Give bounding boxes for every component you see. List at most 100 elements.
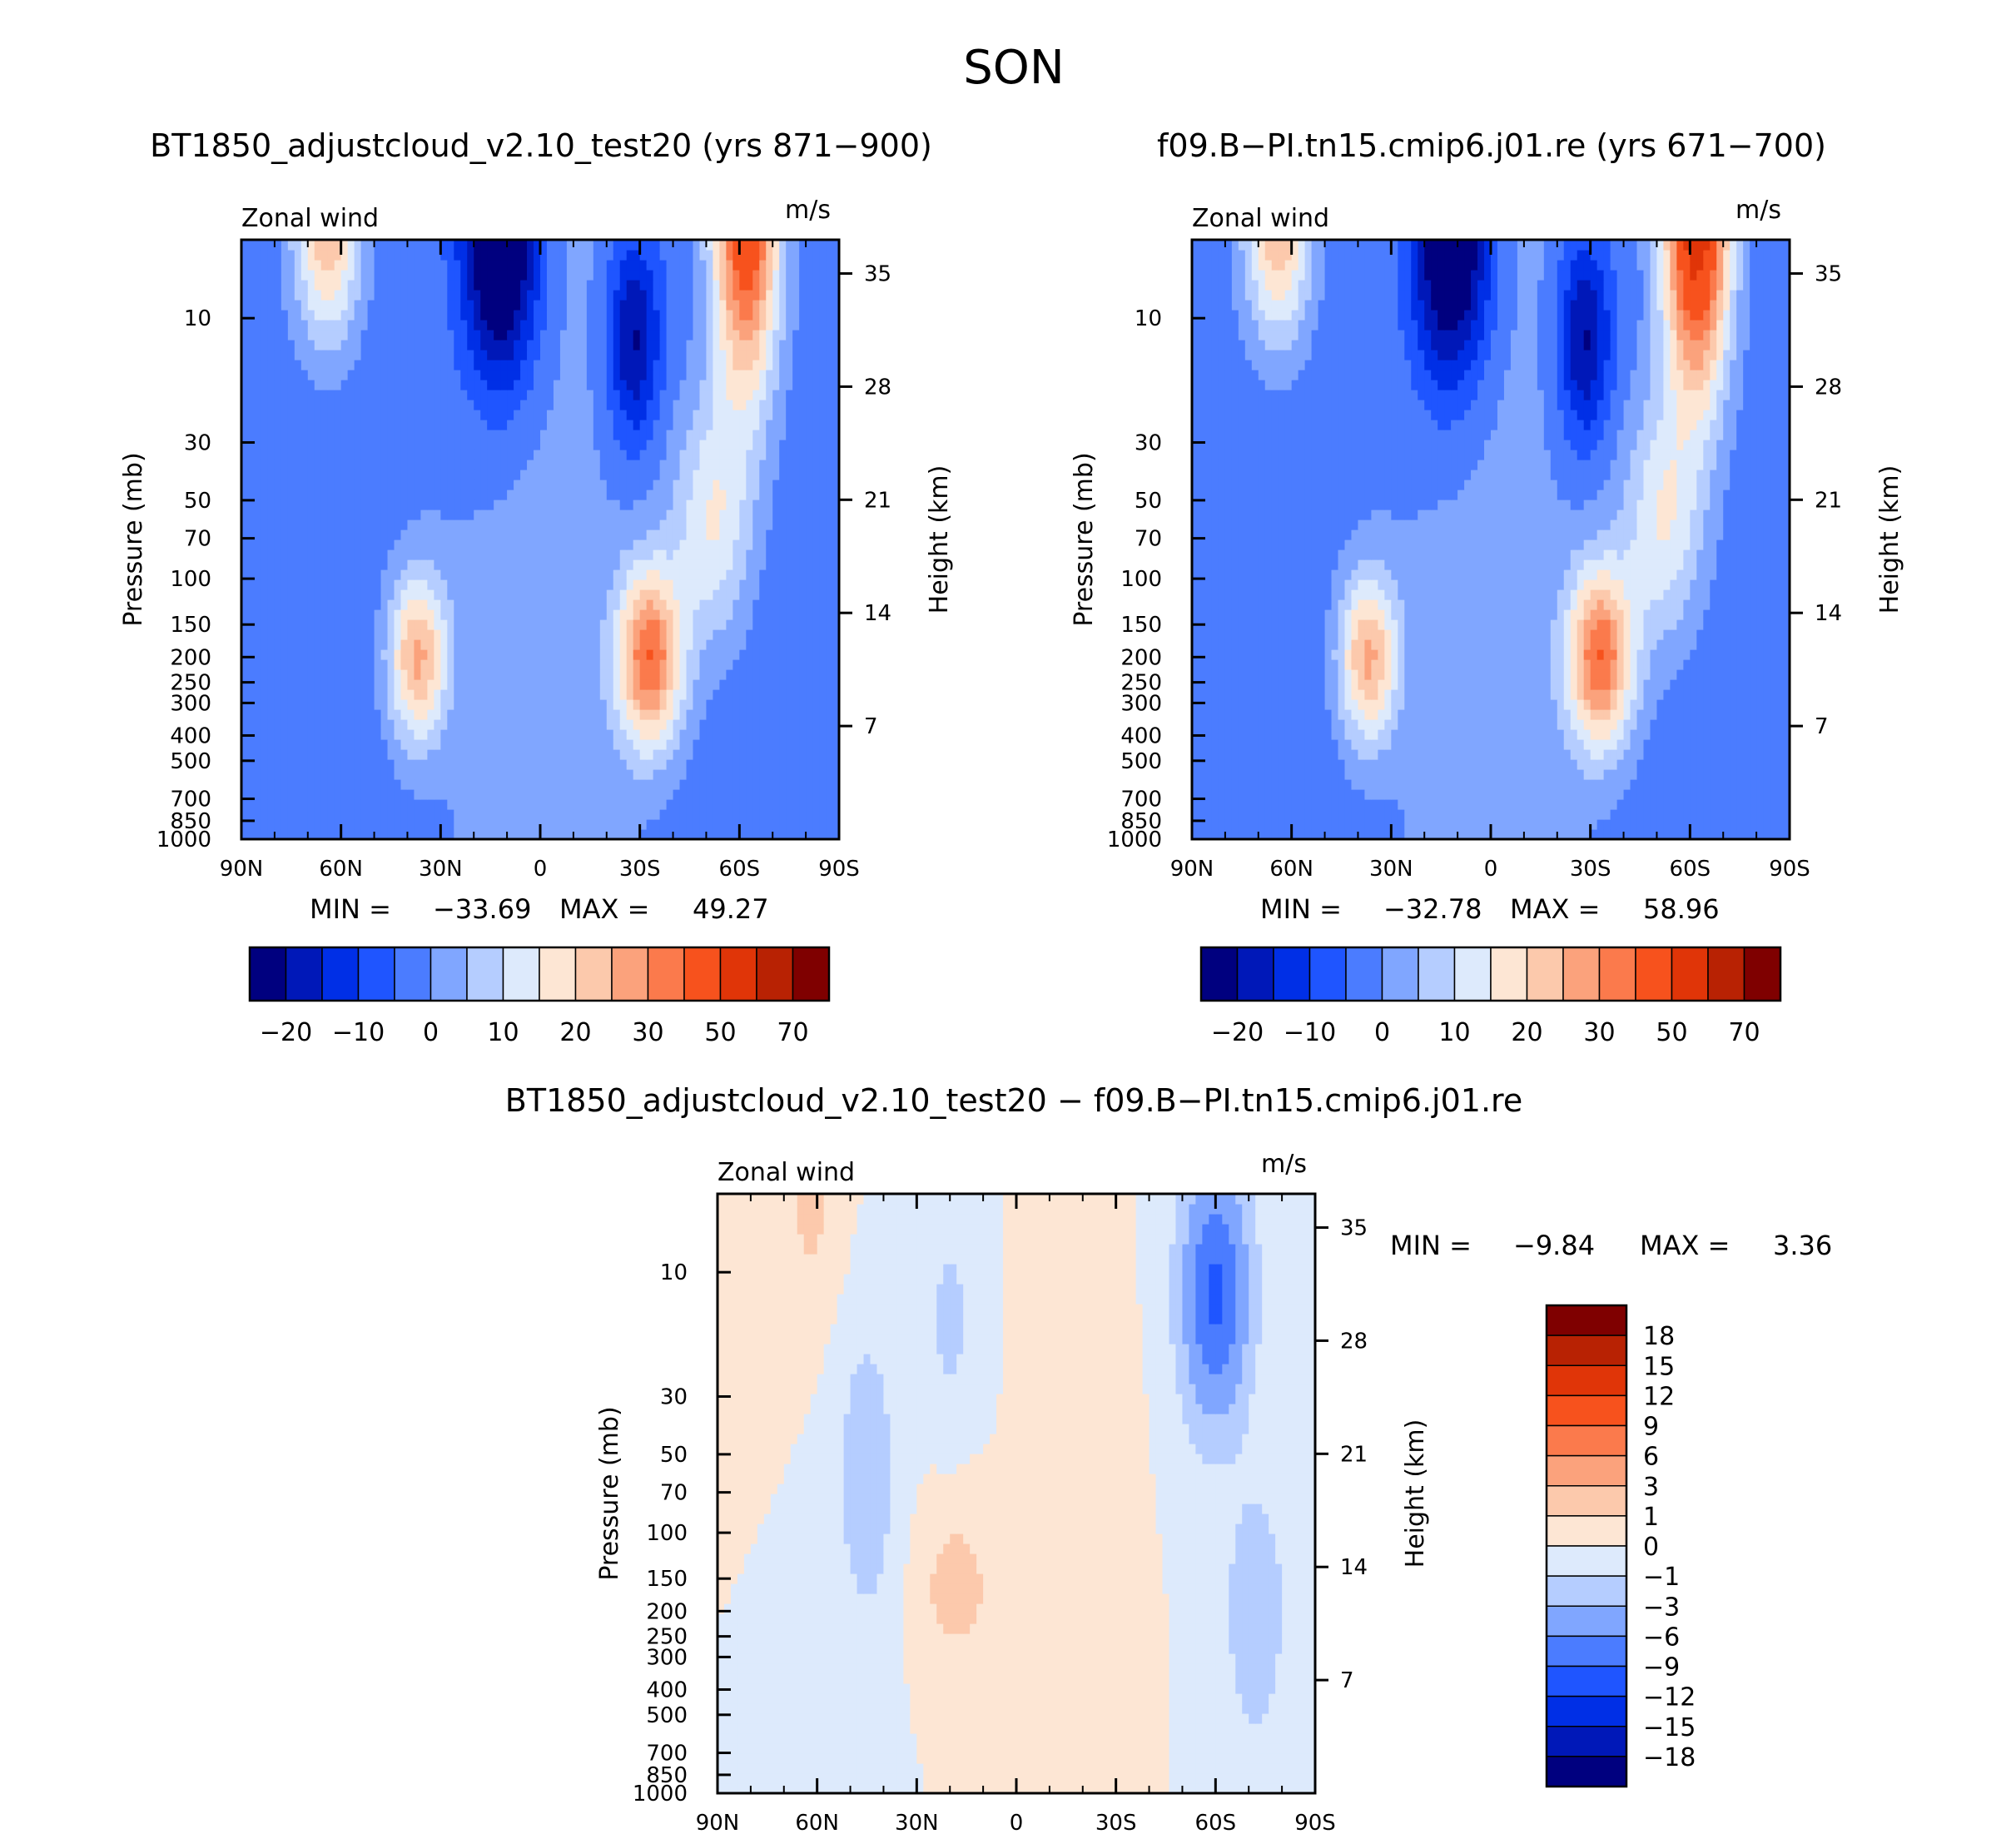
field-cell [327,589,335,600]
field-cell [247,569,256,580]
field-cell [806,769,813,780]
field-cell [274,649,282,660]
field-cell [693,360,701,370]
field-cell [474,589,481,600]
field-cell [360,829,369,840]
field-cell [633,330,641,340]
field-cell [566,639,574,650]
field-cell [726,809,733,820]
field-cell [520,579,528,590]
field-cell [706,430,714,440]
field-cell [454,500,461,510]
field-cell [819,490,827,500]
field-cell [719,529,727,540]
field-cell [633,729,641,740]
field-cell [772,290,780,301]
field-cell [274,779,282,790]
field-cell [812,430,820,440]
field-cell [414,749,421,760]
field-cell [261,549,269,560]
field-cell [494,599,501,610]
field-cell [806,410,813,420]
field-cell [606,589,614,600]
field-cell [241,699,249,710]
field-cell [307,360,315,370]
field-cell [487,639,494,650]
field-cell [340,699,349,710]
field-cell [374,440,382,450]
field-cell [387,370,395,380]
field-cell [300,729,309,740]
field-cell [527,759,534,770]
field-cell [287,360,295,370]
field-cell [752,500,760,510]
field-cell [414,549,421,560]
field-cell [261,410,269,420]
field-cell [427,330,434,340]
field-cell [380,799,389,810]
field-cell [653,639,661,650]
field-cell [626,619,634,630]
field-cell [494,509,501,520]
field-cell [566,310,574,321]
field-cell [792,589,800,600]
field-cell [713,689,720,700]
field-cell [593,729,601,740]
field-cell [254,500,262,510]
field-cell [653,609,661,620]
field-cell [559,529,568,540]
field-cell [699,350,708,360]
field-cell [679,490,688,500]
field-cell [806,619,813,630]
field-cell [407,699,415,710]
field-cell [719,360,727,370]
field-cell [440,729,448,740]
field-cell [334,829,342,840]
field-cell [546,330,554,340]
field-cell [626,679,634,690]
field-cell [294,490,302,500]
field-cell [440,490,448,500]
field-cell [514,699,521,710]
field-cell [759,390,767,400]
field-cell [726,759,733,770]
field-cell [347,450,355,460]
field-cell [579,320,588,331]
field-cell [407,460,415,470]
field-cell [646,559,654,570]
field-cell [340,380,349,390]
field-cell [759,460,767,470]
field-cell [314,729,322,740]
field-cell [314,380,322,390]
field-cell [819,410,827,420]
field-cell [626,759,634,770]
field-cell [812,819,820,830]
field-cell [267,619,276,630]
field-cell [467,679,474,690]
field-cell [766,569,773,580]
field-cell [474,579,481,590]
field-cell [772,320,780,331]
field-cell [766,629,773,640]
field-cell [460,789,468,800]
field-cell [653,679,661,690]
field-cell [606,659,614,670]
field-cell [653,579,661,590]
field-cell [400,809,409,820]
field-cell [659,689,668,700]
field-cell [287,719,295,730]
field-cell [507,370,514,380]
field-cell [287,430,295,440]
field-cell [494,370,501,380]
field-cell [354,400,362,410]
field-cell [407,519,415,530]
field-cell [666,679,674,690]
field-cell [360,739,369,750]
field-cell [599,609,608,620]
field-cell [766,759,773,770]
field-cell [487,470,494,480]
field-cell [414,719,421,730]
field-cell [759,679,767,690]
field-cell [686,809,694,820]
field-cell [746,779,753,790]
